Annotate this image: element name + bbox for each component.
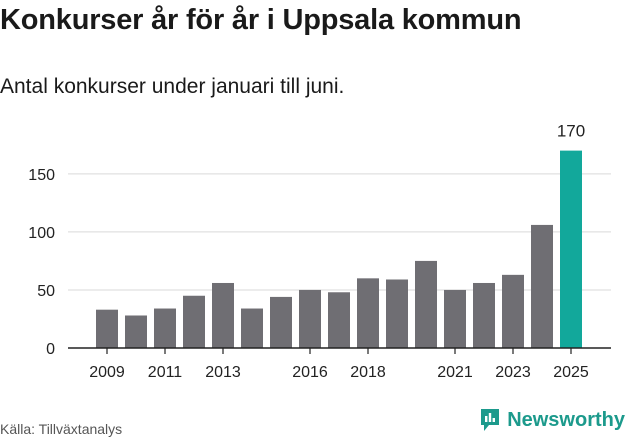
bar-2010 [125,315,147,348]
bar-2020 [415,260,437,348]
y-tick-label: 100 [28,225,55,242]
data-label-2025: 170 [557,122,585,141]
bar-2019 [386,279,408,348]
source-note: Källa: Tillväxtanalys [0,421,123,437]
y-tick-label: 50 [37,283,55,300]
bar-2022 [473,282,495,348]
bar-2021 [444,289,466,348]
x-tick-label-2013: 2013 [205,364,241,381]
bar-2013 [212,282,234,348]
x-tick-label-2009: 2009 [89,364,125,381]
bar-2009 [96,309,118,348]
brand-name: Newsworthy [507,408,625,431]
newsworthy-logo-icon [481,409,500,431]
bar-2012 [183,295,205,348]
bar-2025 [560,150,582,348]
bar-2024 [531,224,553,348]
x-tick-label-2018: 2018 [350,364,386,381]
bar-2017 [328,292,350,348]
bar-2016 [299,289,321,348]
y-tick-label: 0 [46,341,55,358]
bar-2018 [357,278,379,348]
chart-title: Konkurser år för år i Uppsala kommun [0,4,522,36]
x-tick-label-2016: 2016 [292,364,328,381]
y-tick-label: 150 [28,167,55,184]
x-tick-label-2021: 2021 [437,364,473,381]
x-tick-label-2023: 2023 [495,364,531,381]
brand-logo[interactable]: Newsworthy [479,407,625,433]
bar-2011 [154,308,176,348]
x-tick-label-2011: 2011 [148,364,183,381]
bar-2014 [241,308,263,348]
chart-subtitle: Antal konkurser under januari till juni. [0,75,345,98]
bar-2023 [502,274,524,348]
bar-chart: 0 50 100 150 170 2009 2011 2013 2016 2018 2021 2023… [28,122,611,381]
x-tick-label-2025: 2025 [553,364,589,381]
bar-2015 [270,296,292,348]
